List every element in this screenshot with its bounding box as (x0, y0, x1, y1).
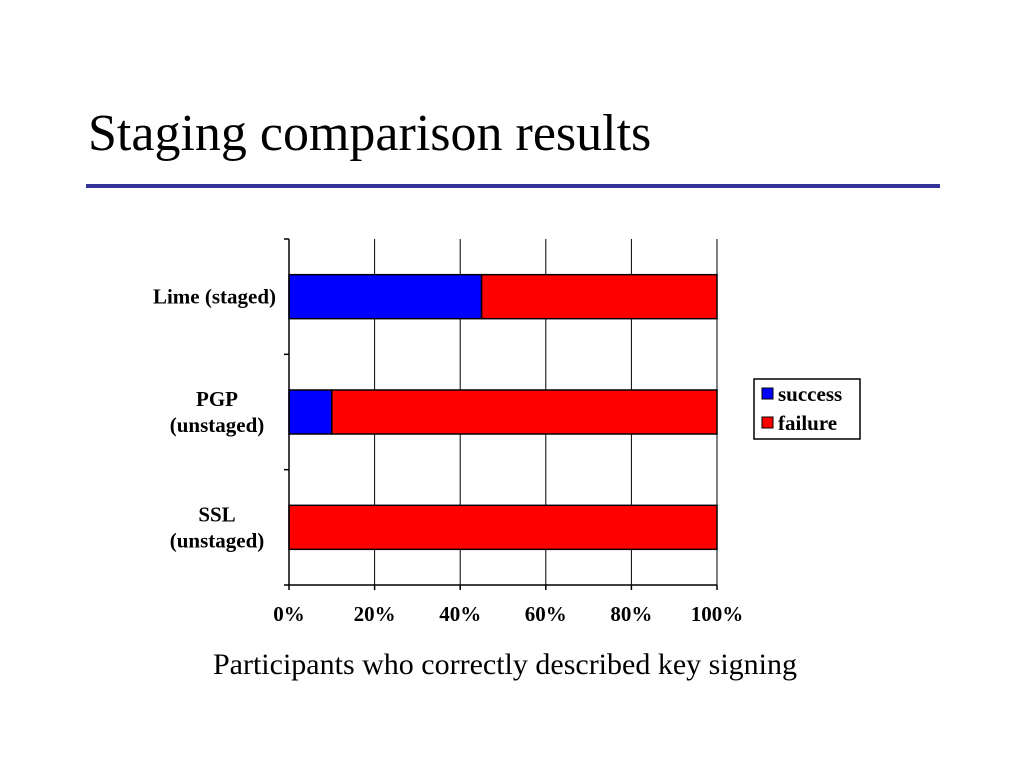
x-tick-label: 40% (439, 602, 481, 626)
legend: success failure (753, 378, 861, 440)
bars (288, 273, 718, 551)
legend-label-failure: failure (778, 411, 837, 435)
bar-segment-failure (331, 389, 718, 435)
category-label: (unstaged) (170, 413, 265, 437)
title-divider (86, 184, 940, 188)
bar-segment-failure (288, 504, 718, 551)
axis-labels: 0% 20% 40% 60% 80% 100%Lime (staged)PGP(unsta… (153, 285, 743, 626)
x-tick-label: 20% (354, 602, 396, 626)
x-tick-label: 60% (525, 602, 567, 626)
slide-title: Staging comparison results (88, 105, 652, 162)
axes (284, 238, 718, 590)
category-label: (unstaged) (170, 528, 265, 552)
category-label: SSL (198, 502, 235, 526)
category-label: PGP (196, 387, 238, 411)
legend-label-success: success (778, 382, 842, 406)
bar-segment-success (288, 389, 333, 435)
x-tick-label: 0% (273, 602, 305, 626)
category-label: Lime (staged) (153, 285, 276, 309)
bar-segment-success (288, 273, 483, 320)
chart-caption: Participants who correctly described key… (212, 648, 797, 681)
legend-swatch-failure (761, 416, 774, 429)
legend-swatch-success (761, 387, 774, 400)
x-tick-label: 100% (691, 602, 744, 626)
bar-segment-failure (480, 273, 718, 320)
x-tick-label: 80% (610, 602, 652, 626)
